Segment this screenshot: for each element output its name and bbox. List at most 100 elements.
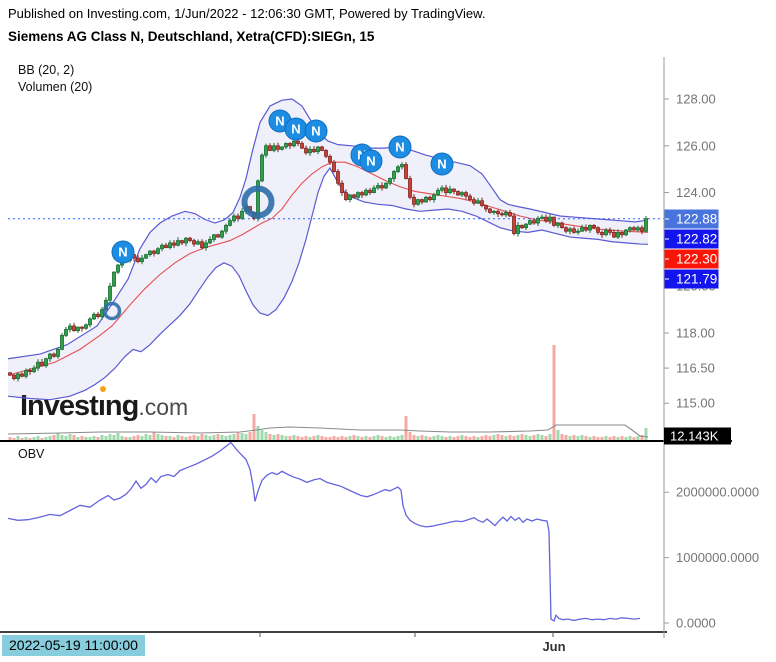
volume-bar (520, 434, 524, 440)
volume-bar (628, 436, 632, 440)
volume-bar (600, 437, 604, 440)
candle-body (436, 189, 440, 196)
candle-body (412, 196, 416, 205)
volume-bar (100, 435, 104, 440)
candle-body (224, 224, 228, 232)
volume-bar (176, 435, 180, 440)
volume-bar (552, 345, 556, 440)
price-label-text-bb-lower: 121.79 (676, 272, 717, 287)
candle-body (284, 143, 288, 148)
candle-body (292, 140, 296, 147)
candle-body (312, 148, 316, 153)
candle-body (160, 244, 164, 250)
candle-body (236, 215, 240, 219)
news-marker-icon[interactable] (430, 152, 454, 176)
candle-body (116, 264, 120, 273)
volume-bar (24, 437, 28, 440)
volume-bar (144, 434, 148, 440)
circle-annotation[interactable] (241, 185, 275, 219)
candle-body (172, 242, 176, 246)
candle-body (316, 146, 320, 153)
volume-bar (228, 435, 232, 440)
watermark-text: Invest (20, 390, 99, 422)
volume-bar (388, 436, 392, 440)
candle-body (380, 185, 384, 189)
candle-body (336, 171, 340, 184)
candle-body (232, 215, 236, 222)
candle-body (544, 216, 548, 222)
price-tick-label: 116.50 (676, 361, 715, 376)
watermark-text-tail: ng (104, 390, 139, 422)
volume-bar (32, 437, 36, 440)
volume-bar (532, 435, 536, 440)
candle-body (356, 192, 360, 198)
candle-body (148, 250, 152, 256)
candle-body (588, 224, 592, 231)
candle-body (628, 227, 632, 231)
candle-body (460, 192, 464, 196)
candle-body (44, 358, 48, 367)
candle-body (568, 228, 572, 232)
candle-body (200, 241, 204, 248)
volume-bar (88, 437, 92, 440)
volume-bar (124, 437, 128, 440)
news-marker-glyph: N (275, 114, 284, 129)
volume-bar (232, 434, 236, 440)
volume-bar (572, 435, 576, 440)
candle-body (348, 194, 352, 201)
candle-body (612, 231, 616, 238)
volume-bar (364, 436, 368, 440)
volume-bar (336, 437, 340, 440)
candle-body (484, 205, 488, 210)
volume-bar (368, 437, 372, 440)
volume-bar (484, 435, 488, 440)
volume-axis-label-text: 12.143K (670, 429, 719, 444)
volume-bar (268, 434, 272, 440)
news-marker-icon[interactable] (304, 119, 328, 143)
candle-body (300, 143, 304, 149)
volume-bar (548, 434, 552, 440)
candle-body (180, 240, 184, 244)
news-marker-icon[interactable] (359, 149, 383, 173)
volume-bar (264, 432, 268, 440)
volume-bar (516, 435, 520, 440)
candle-body (520, 224, 524, 229)
candle-body (480, 200, 484, 206)
candle-body (624, 229, 628, 236)
news-marker-glyph: N (291, 122, 300, 137)
price-label-bb-mid (664, 249, 719, 269)
volume-bar (644, 428, 648, 440)
volume-bar (392, 437, 396, 440)
news-marker-icon[interactable] (111, 240, 135, 264)
candle-body (552, 216, 556, 226)
volume-bar (56, 433, 60, 440)
volume-bar (68, 434, 72, 440)
volume-bar (60, 435, 64, 440)
circle-annotation[interactable] (102, 301, 122, 321)
candle-body (488, 208, 492, 213)
candle-body (268, 145, 272, 151)
news-marker-icon[interactable] (388, 135, 412, 159)
candle-body (424, 196, 428, 203)
candle-body (620, 231, 624, 236)
volume-bar (512, 436, 516, 440)
candle-body (368, 189, 372, 193)
volume-bar (48, 436, 52, 440)
volume-bar (16, 436, 20, 440)
candle-body (216, 234, 220, 238)
candle-body (584, 227, 588, 231)
candle-body (376, 185, 380, 189)
candle-body (492, 210, 496, 213)
candle-body (136, 257, 140, 263)
watermark-suffix: .com (138, 394, 189, 420)
news-marker-glyph: N (437, 157, 446, 172)
candle-body (260, 154, 264, 182)
volume-bar (40, 438, 44, 440)
volume-bar (460, 435, 464, 440)
volume-bar (604, 436, 608, 440)
candle-body (632, 227, 636, 231)
candle-body (576, 230, 580, 233)
candle-body (140, 257, 144, 263)
